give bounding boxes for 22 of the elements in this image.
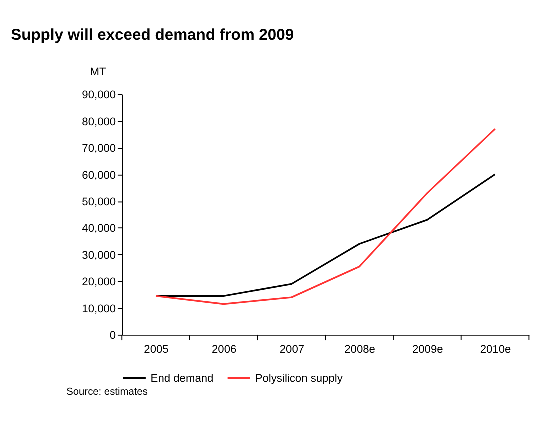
y-tick-label: 50,000 xyxy=(82,196,116,208)
x-tick-label: 2008e xyxy=(344,344,376,356)
chart-title: Supply will exceed demand from 2009 xyxy=(11,26,294,44)
source-note: Source: estimates xyxy=(66,387,148,398)
y-tick-label: 40,000 xyxy=(82,223,116,236)
y-tick-label: 60,000 xyxy=(82,170,116,182)
y-tick-label: 10,000 xyxy=(82,303,116,316)
y-tick-label: 20,000 xyxy=(82,276,116,289)
x-tick-label: 2006 xyxy=(212,344,237,356)
y-tick-label: 90,000 xyxy=(82,90,116,102)
legend-label: Polysilicon supply xyxy=(255,372,344,385)
y-tick-label: 80,000 xyxy=(82,116,116,128)
y-tick-label: 0 xyxy=(110,330,116,342)
x-tick-label: 2007 xyxy=(280,344,305,356)
y-tick-label: 70,000 xyxy=(82,143,116,156)
y-axis-title: MT xyxy=(90,66,106,78)
x-tick-label: 2009e xyxy=(412,344,444,356)
x-tick-label: 2005 xyxy=(144,344,169,356)
legend-label: End demand xyxy=(150,372,214,385)
y-tick-label: 30,000 xyxy=(82,250,116,262)
line-series xyxy=(155,128,496,306)
x-tick-label: 2010e xyxy=(480,344,512,356)
